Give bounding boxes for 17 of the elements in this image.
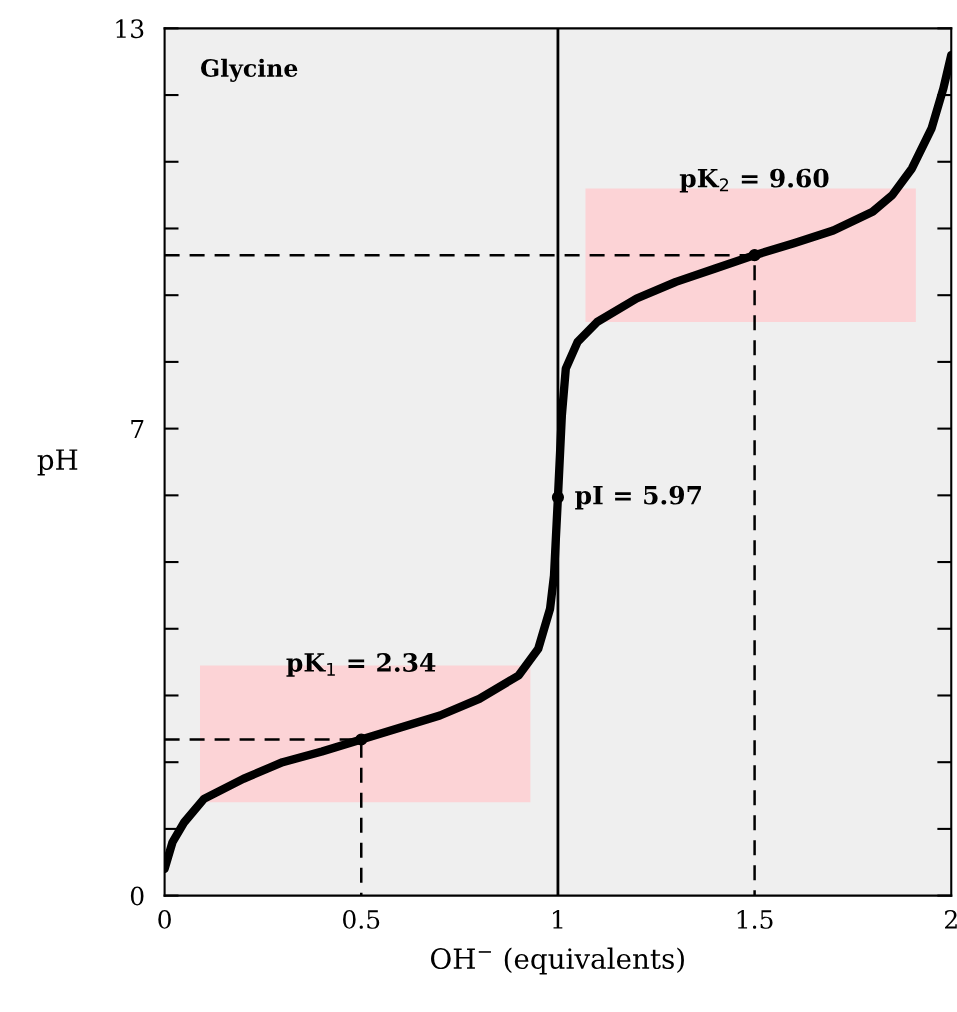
point [748,249,761,262]
x-tick-label: 2 [945,909,957,929]
x-tick-label: 1 [553,909,563,929]
annotation: pI = 5.97 [575,485,701,510]
annotation: pK$_{2}$ = 9.60 [679,168,829,193]
annotation: Glycine [201,58,298,82]
x-tick-label: 0.5 [343,909,380,929]
y-tick-label: 0 [130,886,144,906]
y-axis-title: pH [37,449,78,476]
x-tick-label: 1.5 [737,909,773,929]
y-tick-label: 13 [116,19,144,39]
x-tick-label: 0 [158,909,171,929]
point [355,733,368,746]
annotation: pK$_{1}$ = 2.34 [286,653,436,677]
x-axis-title: OH$^{−}$ (equivalents) [431,947,684,975]
y-tick-label: 7 [131,419,144,439]
point [551,491,565,504]
